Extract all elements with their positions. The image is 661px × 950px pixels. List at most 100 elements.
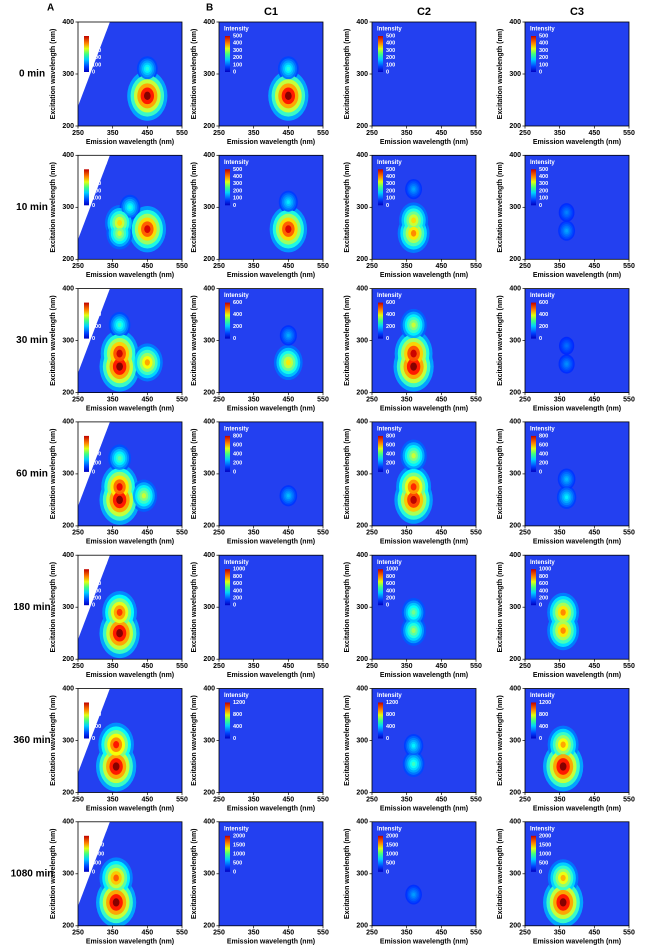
y-axis-label: Excitation wavelength (nm) xyxy=(344,695,351,786)
colorbar-tick-label: 600 xyxy=(233,442,242,448)
colorbar-tick-label: 0 xyxy=(386,203,389,209)
colorbar-tick-label: 100 xyxy=(233,196,242,202)
colorbar-tick-label: 400 xyxy=(233,41,242,47)
colorbar-tick-label: 400 xyxy=(539,174,548,180)
contour xyxy=(411,628,416,634)
y-tick-label: 200 xyxy=(203,123,215,130)
colorbar-tick-label: 500 xyxy=(386,33,395,39)
colorbar-title: Intensity xyxy=(83,693,108,699)
y-tick-label: 200 xyxy=(356,923,368,930)
x-tick-label: 450 xyxy=(282,263,294,270)
x-tick-label: 450 xyxy=(588,130,600,137)
x-tick-label: 550 xyxy=(317,796,329,803)
x-axis-label: Emission wavelength (nm) xyxy=(227,539,315,546)
eem-panel xyxy=(525,688,629,793)
colorbar-tick-label: 200 xyxy=(539,324,548,330)
colorbar-tick-label: 0 xyxy=(539,69,542,75)
x-tick-label: 450 xyxy=(282,396,294,403)
x-axis-label: Emission wavelength (nm) xyxy=(86,405,174,412)
y-tick-label: 200 xyxy=(203,789,215,796)
colorbar-tick-label: 600 xyxy=(233,300,242,306)
colorbar-tick-label: 800 xyxy=(233,712,242,718)
colorbar-tick-label: 0 xyxy=(386,336,389,342)
contour xyxy=(410,362,417,371)
colorbar-tick-label: 1500 xyxy=(92,842,104,848)
y-tick-label: 400 xyxy=(356,819,368,826)
y-tick-label: 200 xyxy=(62,523,74,530)
contour xyxy=(285,359,291,366)
colorbar-title: Intensity xyxy=(83,826,108,832)
colorbar-tick-label: 0 xyxy=(539,203,542,209)
eem-panel xyxy=(372,155,476,260)
eem-panel xyxy=(219,555,323,660)
colorbar-tick-label: 0 xyxy=(92,869,95,875)
x-tick-label: 350 xyxy=(554,663,566,670)
y-tick-label: 400 xyxy=(203,19,215,26)
colorbar-tick-label: 1500 xyxy=(233,842,245,848)
x-tick-label: 550 xyxy=(176,930,188,937)
y-tick-label: 200 xyxy=(509,123,521,130)
colorbar-tick-label: 1500 xyxy=(539,842,551,848)
x-tick-label: 350 xyxy=(107,663,119,670)
contour xyxy=(144,225,151,234)
plot-background xyxy=(219,155,323,260)
colorbar-tick-label: 0 xyxy=(386,69,389,75)
x-axis-label: Emission wavelength (nm) xyxy=(227,939,315,945)
row-label: 360 min xyxy=(13,735,50,746)
y-tick-label: 400 xyxy=(509,552,521,559)
x-tick-label: 350 xyxy=(401,796,413,803)
colorbar-tick-label: 0 xyxy=(233,469,236,475)
x-tick-label: 250 xyxy=(213,263,225,270)
y-tick-label: 400 xyxy=(203,552,215,559)
x-axis-label: Emission wavelength (nm) xyxy=(227,139,315,146)
colorbar-tick-label: 600 xyxy=(92,581,101,587)
column-title: C2 xyxy=(417,6,431,18)
eem-panel xyxy=(525,22,629,126)
x-tick-label: 250 xyxy=(366,263,378,270)
y-tick-label: 200 xyxy=(62,789,74,796)
y-axis-label: Excitation wavelength (nm) xyxy=(344,562,351,653)
colorbar-tick-label: 0 xyxy=(386,469,389,475)
x-tick-label: 550 xyxy=(470,130,482,137)
y-axis-label: Excitation wavelength (nm) xyxy=(50,828,57,919)
y-axis-label: Excitation wavelength (nm) xyxy=(497,295,504,386)
colorbar-tick-label: 800 xyxy=(539,574,548,580)
y-axis-label: Excitation wavelength (nm) xyxy=(50,695,57,786)
colorbar-tick-label: 2000 xyxy=(539,833,551,839)
colorbar-title: Intensity xyxy=(377,826,402,832)
y-axis-label: Excitation wavelength (nm) xyxy=(344,828,351,919)
y-tick-label: 300 xyxy=(356,204,368,211)
row-label: 180 min xyxy=(13,602,50,613)
colorbar-title: Intensity xyxy=(83,160,108,166)
colorbar-tick-label: 500 xyxy=(539,860,548,866)
x-axis-label: Emission wavelength (nm) xyxy=(380,272,468,279)
x-tick-label: 350 xyxy=(401,263,413,270)
x-tick-label: 450 xyxy=(588,530,600,537)
y-tick-label: 300 xyxy=(62,71,74,78)
x-tick-label: 450 xyxy=(141,663,153,670)
colorbar-tick-label: 0 xyxy=(233,336,236,342)
y-axis-label: Excitation wavelength (nm) xyxy=(191,29,198,120)
y-axis-label: Excitation wavelength (nm) xyxy=(191,295,198,386)
x-tick-label: 550 xyxy=(470,396,482,403)
y-axis-label: Excitation wavelength (nm) xyxy=(50,295,57,386)
plot-background xyxy=(372,688,476,793)
y-tick-label: 400 xyxy=(356,685,368,692)
y-tick-label: 400 xyxy=(203,419,215,426)
colorbar xyxy=(378,435,383,472)
x-tick-label: 250 xyxy=(366,796,378,803)
colorbar-title: Intensity xyxy=(224,826,249,832)
colorbar-tick-label: 200 xyxy=(539,595,548,601)
colorbar-tick-label: 400 xyxy=(233,588,242,594)
eem-panel xyxy=(372,688,476,793)
y-tick-label: 400 xyxy=(62,19,74,26)
y-tick-label: 300 xyxy=(203,471,215,478)
colorbar-tick-label: 600 xyxy=(539,581,548,587)
y-tick-label: 300 xyxy=(62,204,74,211)
eem-panel xyxy=(78,288,182,393)
colorbar-tick-label: 0 xyxy=(539,736,542,742)
y-tick-label: 300 xyxy=(203,337,215,344)
y-tick-label: 200 xyxy=(509,523,521,530)
contour xyxy=(560,609,566,616)
colorbar xyxy=(531,435,536,472)
